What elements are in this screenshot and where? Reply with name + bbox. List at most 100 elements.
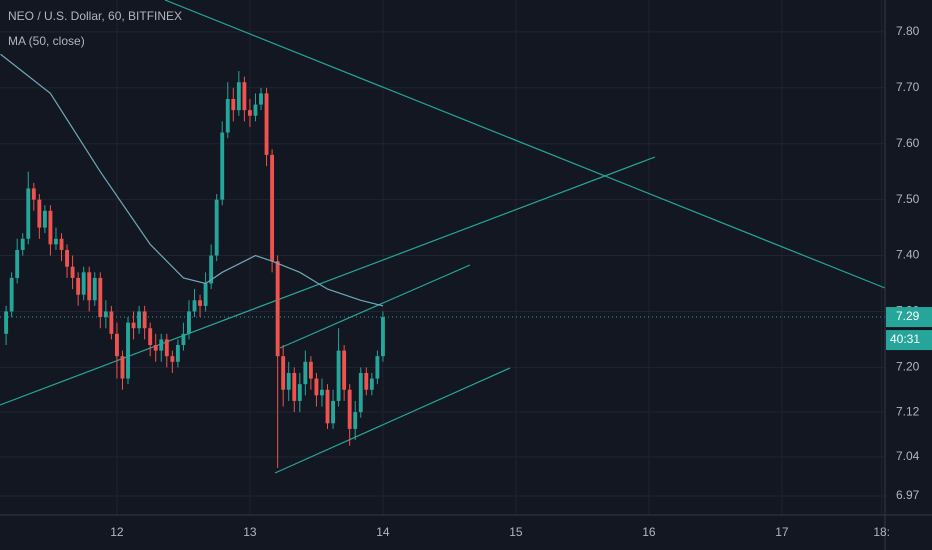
candle-body: [159, 339, 164, 351]
candle-body: [103, 311, 108, 318]
candle-body: [26, 188, 31, 239]
candle-body: [170, 356, 175, 362]
chart-title: NEO / U.S. Dollar, 60, BITFINEX: [8, 9, 182, 23]
candle-body: [286, 372, 291, 390]
candle-body: [175, 345, 180, 362]
candle-body: [31, 188, 36, 200]
candle-body: [380, 317, 385, 357]
candle-body: [259, 93, 263, 105]
candle-body: [275, 261, 280, 357]
candle-body: [87, 272, 92, 301]
x-tick-label: 16: [642, 525, 656, 539]
candle-body: [148, 328, 153, 346]
candle-body: [225, 98, 230, 133]
candle-body: [181, 333, 186, 346]
candle-body: [253, 104, 258, 116]
candle-body: [214, 199, 219, 256]
candle-body: [369, 378, 374, 390]
candle-body: [220, 132, 225, 200]
candle-body: [264, 93, 269, 155]
x-tick-label: 13: [243, 525, 257, 539]
candle-body: [70, 266, 75, 278]
candle-body: [320, 389, 324, 396]
candle-body: [314, 378, 319, 396]
candle-body: [131, 322, 136, 329]
candle-body: [48, 210, 53, 245]
candle-body: [331, 400, 335, 424]
candle-body: [236, 82, 241, 111]
candle-body: [109, 311, 114, 334]
candle-body: [336, 350, 341, 401]
trend-line: [274, 367, 511, 474]
y-tick-label: 6.97: [896, 488, 920, 502]
trend-line: [164, 0, 886, 289]
x-tick-label: 14: [376, 525, 390, 539]
y-tick-label: 7.80: [896, 24, 920, 38]
candle-body: [358, 372, 363, 413]
candle-body: [114, 333, 119, 357]
candle-body: [120, 356, 125, 379]
candle-body: [98, 277, 103, 318]
candle-body: [270, 154, 275, 262]
countdown-label: 40:31: [890, 332, 920, 346]
candle-body: [20, 238, 25, 250]
x-tick-label: 18:: [873, 525, 890, 539]
candle-body: [37, 199, 42, 228]
y-tick-label: 7.40: [896, 248, 920, 262]
candle-body: [281, 356, 286, 390]
y-tick-label: 7.60: [896, 136, 920, 150]
trend-lines: [0, 0, 886, 474]
x-tick-label: 15: [509, 525, 523, 539]
candle-body: [342, 350, 347, 390]
candle-body: [242, 82, 247, 111]
candle-body: [375, 356, 380, 379]
candle-body: [164, 339, 169, 357]
candle-body: [59, 238, 64, 250]
candle-body: [9, 277, 14, 312]
candle-body: [137, 311, 142, 329]
candle-body: [15, 249, 20, 278]
grid: [0, 0, 885, 515]
axes: 6.977.047.127.207.307.407.507.607.707.80…: [110, 24, 932, 539]
candle-body: [153, 345, 158, 351]
candle-body: [65, 249, 69, 267]
candle-body: [347, 389, 352, 429]
candle-body: [4, 311, 9, 334]
candle-body: [142, 311, 147, 329]
candle-body: [303, 361, 308, 385]
candle-body: [54, 238, 58, 245]
candle-body: [353, 412, 358, 429]
candle-body: [187, 311, 191, 334]
candle-body: [297, 384, 302, 401]
candle-body: [209, 255, 214, 284]
candle-body: [81, 272, 86, 295]
countdown-box: [886, 330, 932, 351]
candle-body: [364, 372, 369, 390]
candle-body: [292, 372, 297, 401]
candle-body: [325, 389, 330, 424]
x-tick-label: 17: [775, 525, 789, 539]
candle-body: [247, 110, 252, 116]
y-tick-label: 7.04: [896, 449, 920, 463]
y-tick-label: 7.70: [896, 80, 920, 94]
last-price-label: 7.29: [896, 309, 920, 323]
plot: [0, 53, 885, 469]
candle-body: [198, 300, 202, 306]
candle-body: [203, 283, 208, 306]
candle-body: [42, 210, 47, 228]
trend-line: [0, 156, 656, 406]
candle-body: [192, 300, 197, 312]
candle-body: [126, 322, 130, 379]
candle-body: [92, 277, 97, 301]
last-price-box: [886, 307, 932, 328]
moving-average: [0, 53, 384, 307]
y-tick-label: 7.20: [896, 360, 920, 374]
indicator-legend: MA (50, close): [8, 34, 85, 48]
trend-line: [279, 264, 471, 349]
y-tick-label: 7.50: [896, 192, 920, 206]
candle-body: [76, 277, 81, 295]
y-tick-label: 7.12: [896, 404, 920, 418]
